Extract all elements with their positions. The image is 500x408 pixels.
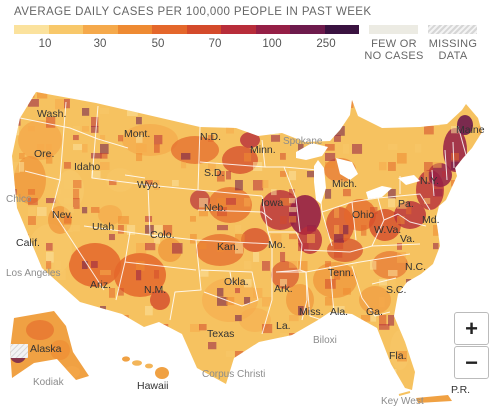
state-label-pr: P.R.: [451, 384, 470, 396]
legend-tick: 250: [316, 38, 336, 50]
state-label-wash: Wash.: [37, 108, 66, 120]
state-label-va: Va.: [400, 233, 415, 245]
city-label-spokane: Spokane: [283, 136, 323, 147]
state-label-ohio: Ohio: [352, 209, 374, 221]
state-label-neb: Neb.: [204, 202, 226, 214]
state-label-sc: S.C.: [386, 284, 406, 296]
state-label-ore: Ore.: [34, 148, 54, 160]
state-borders: [19, 101, 467, 335]
state-label-sd: S.D.: [204, 167, 224, 179]
state-label-idaho: Idaho: [74, 161, 100, 173]
state-label-fla: Fla.: [389, 350, 407, 362]
legend-tick: 10: [38, 38, 52, 50]
state-label-pa: Pa.: [398, 198, 414, 210]
state-label-ga: Ga.: [366, 306, 383, 318]
state-label-maine: Maine: [456, 124, 485, 136]
state-label-okla: Okla.: [224, 276, 249, 288]
legend-tick: 100: [262, 38, 282, 50]
state-label-ariz: Ariz.: [90, 279, 111, 291]
legend-color-swatch: [221, 25, 256, 34]
state-label-mo: Mo.: [268, 239, 286, 251]
legend-color-swatch: [83, 25, 118, 34]
missing-data-swatch: [428, 25, 477, 34]
state-label-texas: Texas: [207, 328, 234, 340]
state-label-hawaii: Hawaii: [137, 380, 169, 392]
legend-color-swatch: [186, 25, 221, 34]
state-label-md: Md.: [422, 214, 440, 226]
state-label-iowa: Iowa: [261, 197, 283, 209]
city-label-biloxi: Biloxi: [313, 335, 337, 346]
zoom-in-button[interactable]: +: [454, 312, 489, 345]
city-label-chico: Chico: [6, 194, 32, 205]
state-label-la: La.: [276, 320, 291, 332]
state-label-tenn: Tenn.: [328, 267, 354, 279]
city-label-corpus-christi: Corpus Christi: [202, 369, 265, 380]
state-label-nd: N.D.: [200, 131, 221, 143]
legend-color-swatch: [117, 25, 152, 34]
legend-color-swatch: [290, 25, 325, 34]
legend-color-swatch: [48, 25, 83, 34]
legend-title: AVERAGE DAILY CASES PER 100,000 PEOPLE I…: [14, 6, 372, 18]
legend-tick: 70: [208, 38, 222, 50]
city-label-key-west: Key West: [381, 396, 424, 407]
state-label-mont: Mont.: [124, 128, 150, 140]
legend-tick: 50: [151, 38, 165, 50]
state-label-alaska: Alaska: [30, 343, 62, 355]
state-label-utah: Utah: [92, 221, 114, 233]
alaska-missing-data: [10, 344, 28, 358]
hawaii-shape[interactable]: [122, 356, 169, 379]
state-label-colo: Colo.: [150, 229, 175, 241]
state-label-nev: Nev.: [52, 209, 73, 221]
state-label-minn: Minn.: [250, 144, 276, 156]
legend-tick: 30: [93, 38, 107, 50]
legend-color-swatch: [152, 25, 187, 34]
state-label-mich: Mich.: [332, 178, 357, 190]
legend-color-swatch: [324, 25, 359, 34]
few-cases-label: FEW OR NO CASES: [364, 38, 424, 62]
state-label-nc: N.C.: [405, 261, 426, 273]
state-label-ala: Ala.: [330, 306, 348, 318]
state-label-ny: N.Y.: [420, 175, 439, 187]
missing-data-label: MISSING DATA: [428, 38, 478, 62]
city-label-los-angeles: Los Angeles: [6, 268, 61, 279]
state-label-kan: Kan.: [217, 241, 239, 253]
great-lakes: [296, 143, 420, 204]
legend-ticks: 10 30 50 70 100 250: [0, 38, 500, 52]
florida-keys: [398, 391, 411, 396]
state-label-wyo: Wyo.: [137, 179, 161, 191]
legend-color-swatch: [14, 25, 49, 34]
zoom-out-button[interactable]: −: [454, 346, 489, 379]
legend-color-swatch: [255, 25, 290, 34]
state-label-miss: Miss.: [299, 306, 324, 318]
few-cases-swatch: [369, 25, 418, 34]
city-label-kodiak: Kodiak: [33, 377, 65, 388]
state-label-nm: N.M.: [144, 284, 166, 296]
legend-color-ramp: [14, 25, 359, 34]
state-label-ark: Ark.: [274, 283, 293, 295]
state-label-wva: W.Va.: [374, 224, 401, 236]
state-label-calif: Calif.: [16, 237, 40, 249]
puerto-rico-shape[interactable]: [416, 395, 452, 403]
